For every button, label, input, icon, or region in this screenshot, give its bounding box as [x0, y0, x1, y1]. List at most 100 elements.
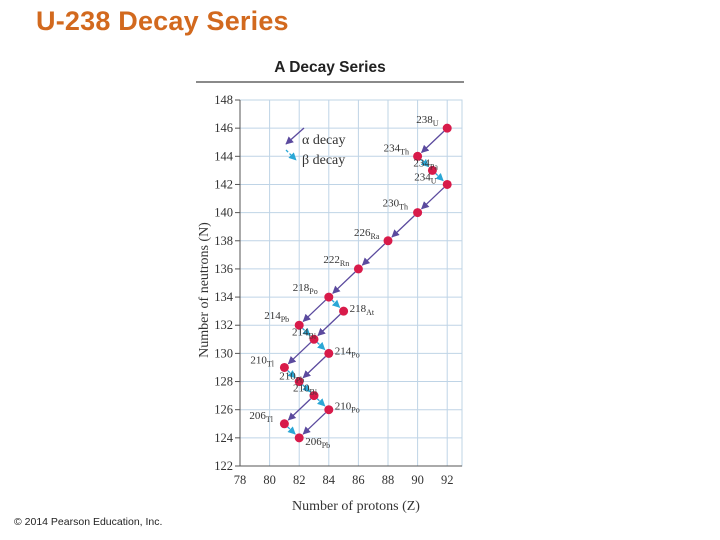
nuclide-point-pb210 [294, 377, 304, 387]
x-tick-label: 84 [323, 473, 336, 487]
nuclide-mass: 210 [335, 401, 352, 413]
nuclide-point-pb214 [294, 320, 304, 330]
y-tick-label: 146 [214, 121, 233, 135]
beta-decay-arrow [331, 299, 341, 308]
nuclide-symbol: Tl [267, 359, 275, 368]
nuclide-points [279, 123, 452, 443]
nuclide-labels: 238U234Th234Pa234U230Th226Ra222Rn218Po21… [249, 114, 438, 450]
nuclide-mass: 210 [293, 383, 310, 395]
nuclide-label-po214: 214Po [335, 345, 360, 359]
nuclide-symbol: U [433, 119, 439, 128]
legend-alpha-arrow [285, 127, 305, 145]
nuclide-label-tl210: 210Tl [250, 354, 274, 368]
nuclide-symbol: Ra [371, 232, 380, 241]
nuclide-mass: 214 [264, 310, 281, 322]
y-tick-label: 134 [214, 290, 234, 304]
nuclide-point-ra226 [383, 236, 393, 246]
nuclide-symbol: Po [309, 287, 317, 296]
alpha-decay-arrow [361, 243, 386, 266]
nuclide-symbol: Pb [296, 376, 304, 385]
nuclide-mass: 206 [249, 410, 266, 422]
beta-decay-arrow [420, 158, 429, 168]
y-axis-label: Number of neutrons (N) [197, 222, 212, 358]
nuclide-mass: 218 [293, 282, 310, 294]
alpha-decay-arrow [287, 341, 312, 365]
nuclide-mass: 222 [323, 254, 340, 266]
alpha-decay-arrow [287, 398, 312, 421]
y-tick-label: 138 [214, 234, 233, 248]
y-tick-label: 130 [214, 346, 233, 360]
nuclide-label-ra226: 226Ra [354, 227, 380, 241]
alpha-decay-arrow [421, 130, 445, 154]
nuclide-mass: 234 [413, 157, 430, 169]
legend-beta-arrow [285, 149, 297, 161]
y-tick-label: 126 [214, 403, 233, 417]
alpha-decay-arrow [332, 271, 356, 294]
y-tick-label: 142 [214, 177, 233, 191]
nuclide-symbol: Po [351, 406, 359, 415]
y-tick-label: 132 [214, 318, 233, 332]
y-tick-label: 148 [214, 93, 233, 107]
nuclide-label-pa234: 234Pa [413, 157, 438, 171]
nuclide-mass: 218 [350, 303, 367, 315]
nuclide-label-pb214: 214Pb [264, 310, 289, 324]
nuclide-point-bi210 [309, 391, 319, 401]
nuclide-label-u234: 234U [414, 171, 437, 185]
nuclide-symbol: Th [399, 203, 408, 212]
nuclide-label-pb210: 210Pb [279, 371, 304, 385]
nuclide-symbol: Tl [266, 415, 274, 424]
nuclide-label-th230: 230Th [383, 198, 408, 212]
alpha-decay-arrow [302, 356, 326, 379]
nuclide-mass: 210 [279, 371, 296, 383]
x-tick-label: 86 [352, 473, 365, 487]
nuclide-point-u234 [442, 179, 452, 189]
nuclide-label-bi214: 214Bi [292, 326, 317, 340]
nuclide-label-pb206: 206Pb [305, 436, 330, 450]
beta-decay-arrow [435, 173, 444, 182]
nuclide-label-rn222: 222Rn [323, 254, 349, 268]
nuclide-symbol: Th [400, 147, 409, 156]
x-tick-label: 92 [441, 473, 454, 487]
nuclide-symbol: Rn [340, 259, 349, 268]
x-tick-label: 80 [263, 473, 276, 487]
nuclide-label-at218: 218At [350, 303, 375, 317]
x-tick-label: 78 [234, 473, 247, 487]
nuclide-point-bi214 [309, 334, 319, 344]
nuclide-mass: 210 [250, 354, 267, 366]
nuclide-mass: 206 [305, 436, 322, 448]
nuclide-point-pa234 [427, 165, 437, 175]
nuclide-point-pb206 [294, 433, 304, 443]
nuclide-mass: 238 [416, 114, 433, 126]
nuclide-point-u238 [442, 123, 452, 133]
y-tick-label: 144 [214, 149, 234, 163]
nuclide-point-th230 [413, 208, 423, 218]
nuclide-symbol: Pb [322, 441, 330, 450]
x-tick-label: 82 [293, 473, 306, 487]
nuclide-label-bi210: 210Bi [293, 383, 318, 397]
copyright-notice: © 2014 Pearson Education, Inc. [14, 516, 163, 528]
y-tick-label: 128 [214, 375, 233, 389]
nuclide-mass: 230 [383, 198, 400, 210]
y-tick-label: 122 [214, 459, 233, 473]
nuclide-mass: 234 [384, 142, 401, 154]
legend: α decay β decay [285, 127, 345, 168]
nuclide-symbol: U [431, 176, 437, 185]
x-tick-label: 90 [411, 473, 424, 487]
y-tick-label: 124 [214, 431, 234, 445]
alpha-decay-arrow [317, 313, 341, 337]
nuclide-point-po210 [324, 405, 334, 415]
slide-title: U-238 Decay Series [36, 6, 289, 36]
decay-arrows [287, 130, 445, 435]
x-axis-label: Number of protons (Z) [292, 499, 420, 514]
beta-decay-arrow [287, 426, 296, 435]
nuclide-mass: 226 [354, 227, 371, 239]
nuclide-symbol: Po [351, 350, 359, 359]
axes: 78 80 82 84 86 88 90 92 122 124 126 128 130 132 134 136… [214, 93, 462, 487]
nuclide-symbol: Bi [310, 388, 318, 397]
alpha-decay-arrow [391, 215, 415, 238]
nuclide-mass: 214 [292, 326, 309, 338]
nuclide-label-th234: 234Th [384, 142, 409, 156]
nuclide-point-rn222 [353, 264, 363, 274]
beta-decay-arrow [302, 327, 311, 337]
